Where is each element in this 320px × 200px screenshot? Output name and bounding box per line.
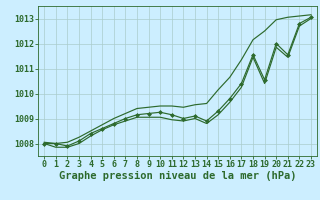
X-axis label: Graphe pression niveau de la mer (hPa): Graphe pression niveau de la mer (hPa) [59,171,296,181]
